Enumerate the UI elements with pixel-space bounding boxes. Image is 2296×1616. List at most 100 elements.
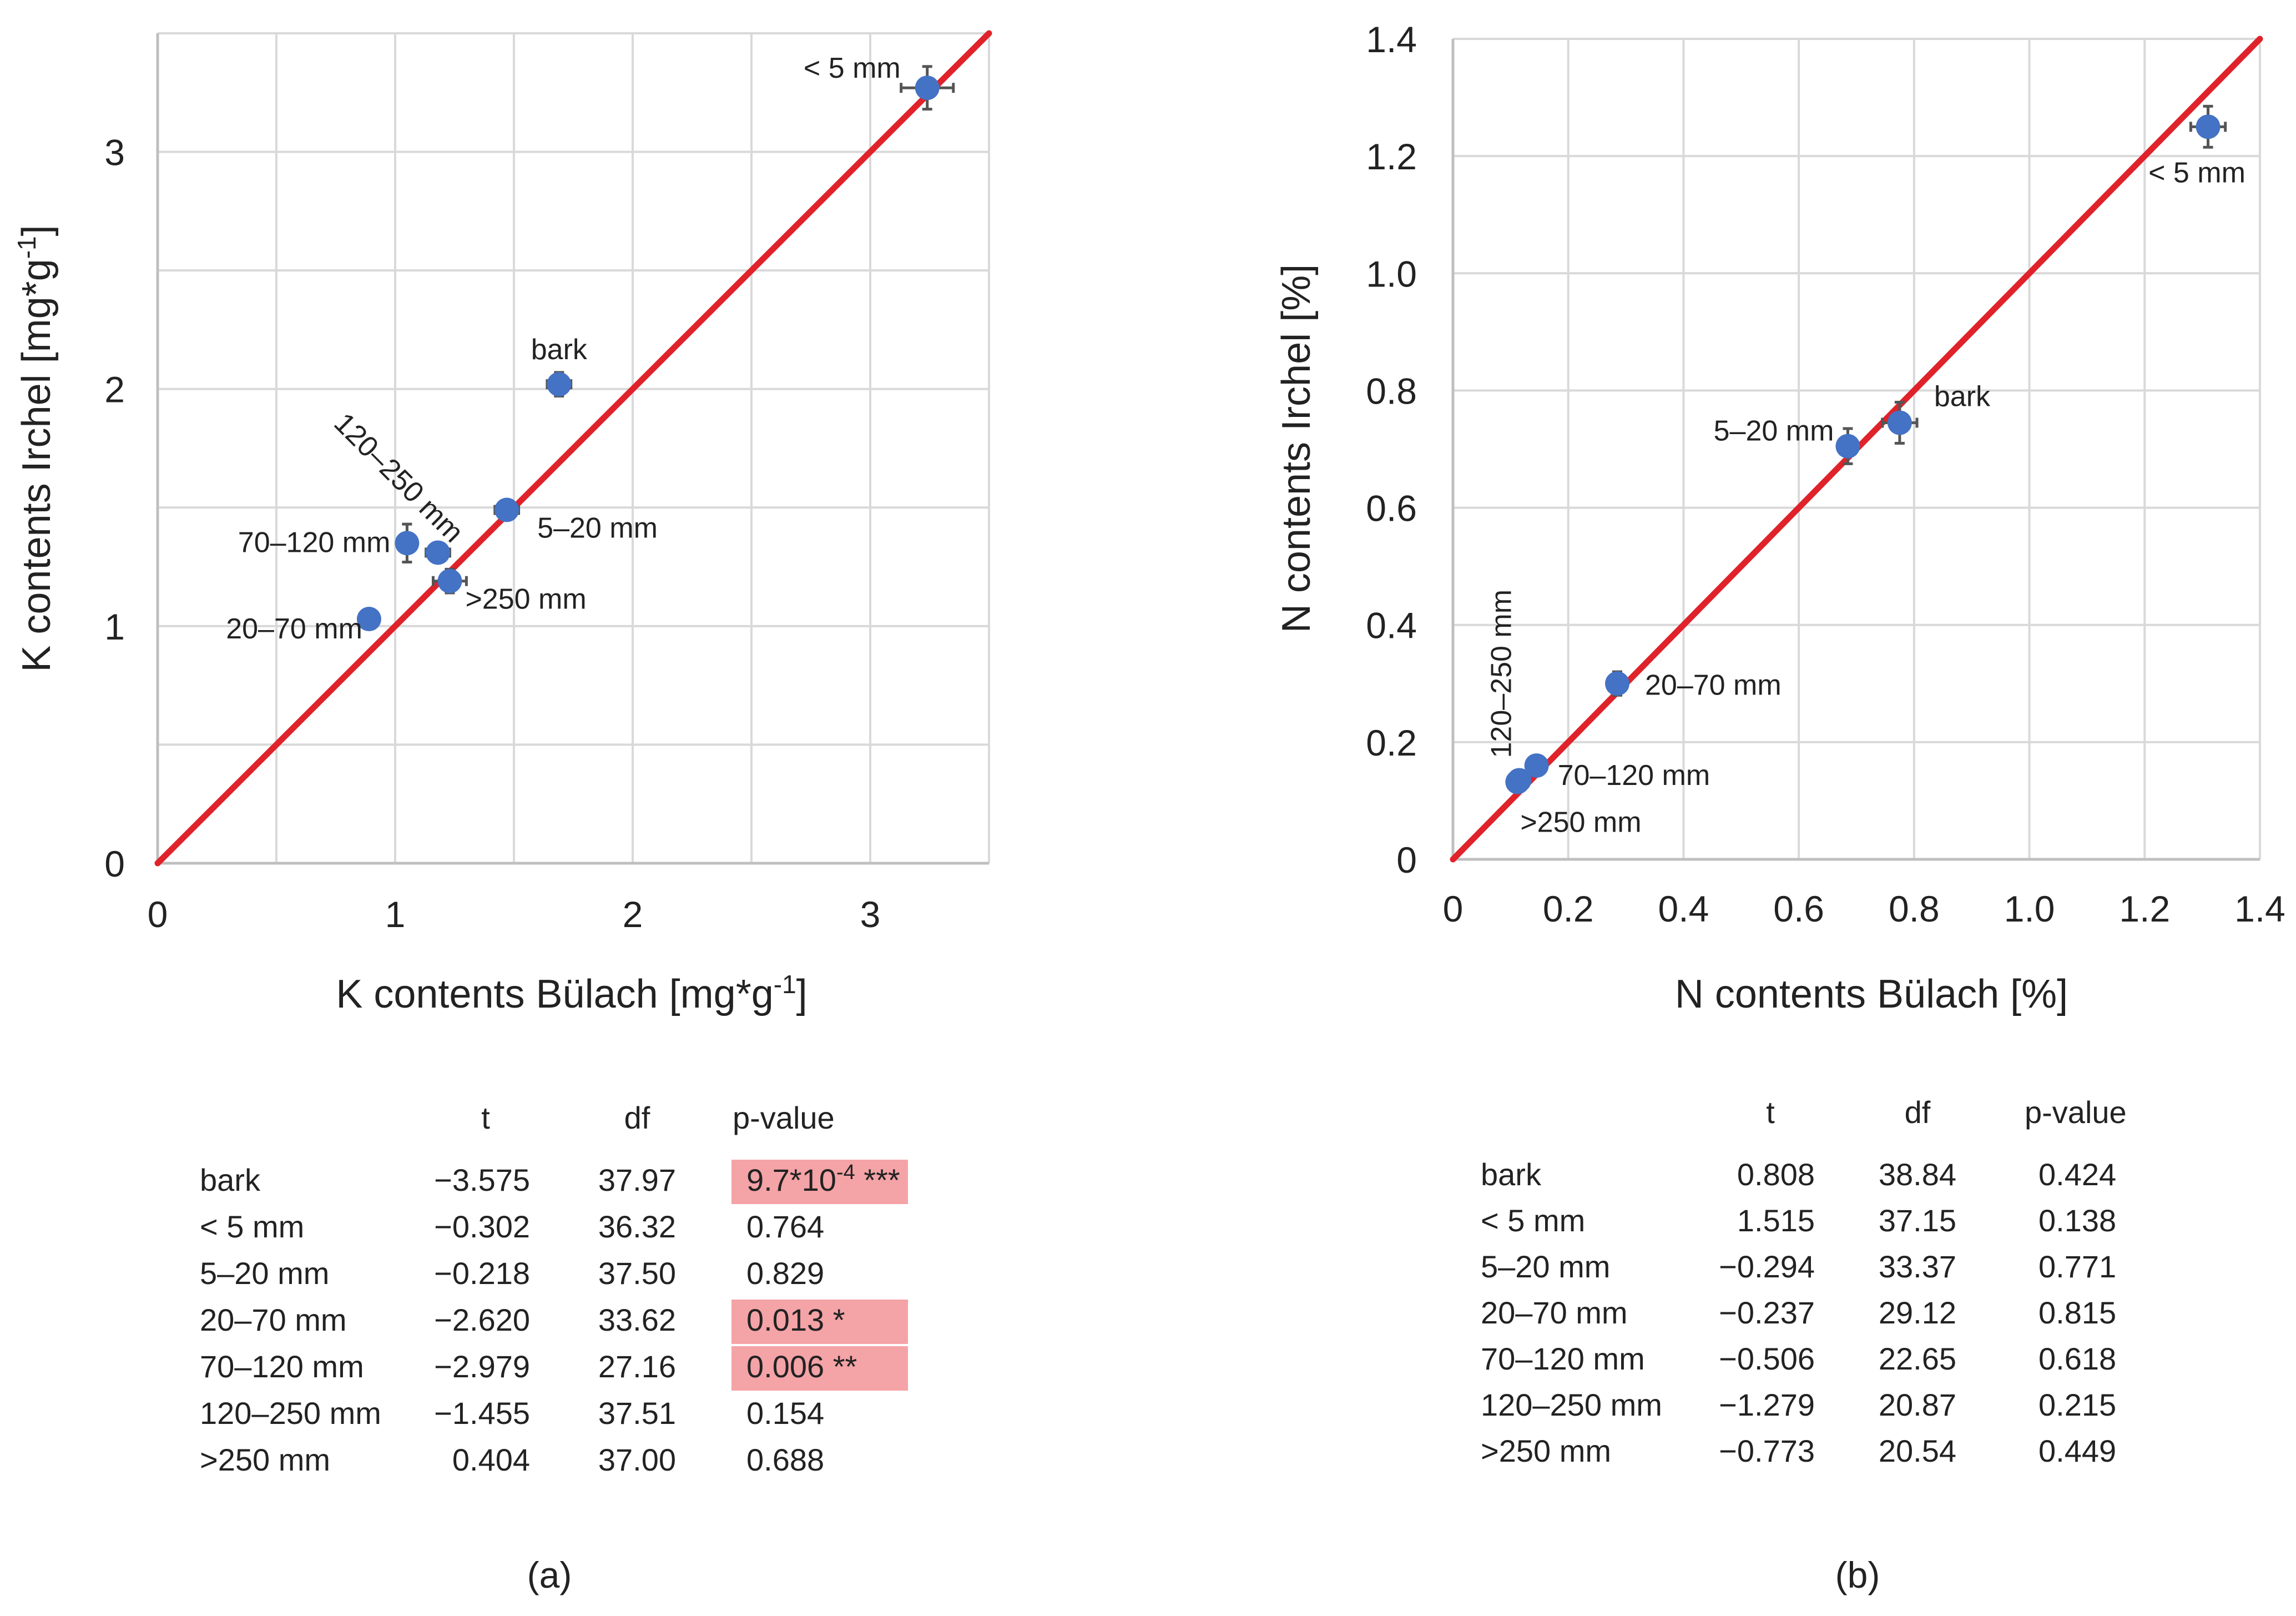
table-cell-df: 37.50 (598, 1256, 676, 1291)
p-value-text: 0.688 (746, 1442, 824, 1477)
y-tick-label: 0 (104, 843, 125, 884)
x-tick-label: 0.6 (1773, 888, 1824, 929)
p-value-text: 0.764 (746, 1209, 824, 1244)
y-tick-label: 0.8 (1366, 370, 1417, 411)
table-cell-df: 27.16 (598, 1349, 676, 1384)
p-value-text: 0.424 (2038, 1157, 2116, 1192)
table-cell-df: 37.00 (598, 1442, 676, 1477)
x-tick-label: 0.8 (1889, 888, 1940, 929)
table-cell-p-value: 0.815 (2038, 1295, 2116, 1330)
y-axis-title: K contents Irchel [mg*g-1] (12, 225, 59, 672)
x-tick-label: 1.2 (2119, 888, 2170, 929)
table-row-name: 120–250 mm (1481, 1387, 1662, 1422)
table-header-p-value: p-value (733, 1100, 835, 1135)
table-cell-df: 38.84 (1879, 1157, 1956, 1192)
point-label: 120–250 mm (1485, 590, 1517, 758)
x-tick-label: 1.4 (2234, 888, 2285, 929)
table-row-name: 5–20 mm (1481, 1249, 1610, 1284)
table-cell-p-value: 0.829 (746, 1256, 824, 1291)
p-value-text: 0.829 (746, 1256, 824, 1291)
table-cell-df: 36.32 (598, 1209, 676, 1244)
data-point (1505, 769, 1530, 794)
panel-b-scatter-chart: 0 0.2 0.4 0.6 0.8 1.0 1.2 1.4 0 0.2 0.4 0.6 0.8 1.0 1.… (1274, 19, 2285, 1595)
p-value-highlight (731, 1346, 908, 1391)
table-cell-p-value: 0.618 (2038, 1341, 2116, 1376)
point-label: >250 mm (1520, 807, 1641, 839)
p-value-highlight (731, 1160, 908, 1204)
p-value-highlight (731, 1300, 908, 1344)
y-tick-label: 2 (104, 369, 125, 410)
table-row-name: bark (200, 1162, 261, 1197)
point-label: bark (531, 334, 588, 366)
table-cell-t: −0.237 (1719, 1295, 1815, 1330)
p-value-text: 0.006 ** (746, 1349, 857, 1384)
axis-title-text: N contents Irchel [%] (1274, 264, 1319, 633)
table-cell-t: −3.575 (434, 1162, 530, 1197)
table-row-name: 70–120 mm (1481, 1341, 1645, 1376)
table-cell-t: −1.279 (1719, 1387, 1815, 1422)
p-value-text: 0.618 (2038, 1341, 2116, 1376)
data-point (1887, 410, 1912, 435)
table-cell-df: 37.97 (598, 1162, 676, 1197)
data-point (494, 497, 519, 522)
table-cell-p-value: 0.154 (746, 1396, 824, 1431)
point-label: 70–120 mm (238, 526, 391, 558)
table-row-name: >250 mm (1481, 1433, 1611, 1468)
p-value-text: 0.449 (2038, 1433, 2116, 1468)
x-tick-label: 0 (148, 894, 168, 935)
table-cell-p-value: 0.138 (2038, 1203, 2116, 1238)
table-cell-p-value: 0.764 (746, 1209, 824, 1244)
axis-title-text: K contents Irchel [mg*g (14, 259, 59, 672)
point-label: 20–70 mm (226, 613, 362, 645)
point-label: bark (1934, 380, 1991, 412)
p-value-text: 0.815 (2038, 1295, 2116, 1330)
point-label: 5–20 mm (1714, 415, 1834, 447)
table-cell-p-value: 0.449 (2038, 1433, 2116, 1468)
x-tick-label: 0 (1443, 888, 1464, 929)
data-point (547, 372, 572, 397)
p-value-superscript: -4 (836, 1161, 855, 1184)
p-value-text: 9.7*10 (746, 1162, 836, 1197)
table-cell-t: 0.404 (452, 1442, 530, 1477)
x-tick-label: 3 (860, 894, 881, 935)
x-tick-label: 0.4 (1658, 888, 1709, 929)
y-axis-title: N contents Irchel [%] (1274, 264, 1319, 633)
table-row-name: < 5 mm (1481, 1203, 1585, 1238)
axis-title-text: K contents Bülach [mg*g (336, 972, 773, 1016)
y-tick-label: 1.2 (1366, 136, 1417, 177)
p-value-significance: *** (855, 1162, 900, 1197)
table-cell-t: −2.979 (434, 1349, 530, 1384)
table-header-t: t (481, 1100, 490, 1135)
point-label: >250 mm (465, 583, 586, 616)
x-tick-label: 1.0 (2004, 888, 2055, 929)
table-cell-p-value: 0.013 * (746, 1302, 845, 1337)
point-label: 70–120 mm (1558, 759, 1710, 792)
y-tick-label: 0.2 (1366, 722, 1417, 763)
axis-title-text: ] (14, 225, 59, 236)
table-cell-t: −2.620 (434, 1302, 530, 1337)
table-cell-df: 37.51 (598, 1396, 676, 1431)
y-tick-label: 0.6 (1366, 488, 1417, 529)
point-label: 20–70 mm (1645, 669, 1782, 701)
table-cell-t: −0.218 (434, 1256, 530, 1291)
data-point (356, 607, 381, 632)
table-cell-df: 20.54 (1879, 1433, 1956, 1468)
x-axis-title: K contents Bülach [mg*g-1] (336, 970, 807, 1016)
y-tick-label: 0 (1396, 839, 1417, 880)
table-cell-t: −1.455 (434, 1396, 530, 1431)
table-header-df: df (1905, 1095, 1931, 1130)
table-row-name: 20–70 mm (1481, 1295, 1628, 1330)
x-tick-label: 2 (623, 894, 643, 935)
point-label: 5–20 mm (537, 512, 658, 545)
data-point (1524, 753, 1549, 778)
x-axis-title: N contents Bülach [%] (1675, 972, 2068, 1016)
p-value-text: 0.138 (2038, 1203, 2116, 1238)
y-tick-label: 1.4 (1366, 19, 1417, 60)
table-cell-p-value: 9.7*10-4 *** (746, 1161, 900, 1197)
data-point (1604, 671, 1629, 696)
table-cell-t: 0.808 (1737, 1157, 1815, 1192)
y-tick-label: 1 (104, 606, 125, 647)
table-cell-t: −0.302 (434, 1209, 530, 1244)
table-cell-p-value: 0.424 (2038, 1157, 2116, 1192)
